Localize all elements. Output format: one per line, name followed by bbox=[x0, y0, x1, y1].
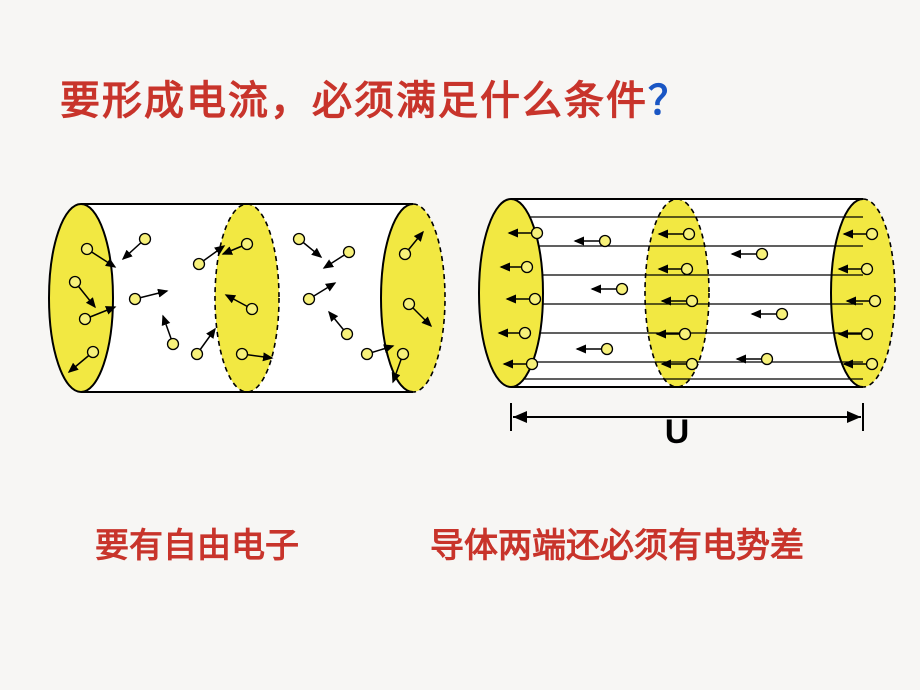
caption-free-electrons: 要有自由电子 bbox=[95, 518, 299, 567]
directed-current-cylinder: U+- bbox=[477, 195, 897, 455]
title-text: 要形成电流，必须满足什么条件 bbox=[60, 78, 648, 123]
positive-terminal-label: + bbox=[507, 195, 525, 198]
caption-potential-difference: 导体两端还必须有电势差 bbox=[430, 518, 804, 567]
voltage-label: U bbox=[665, 413, 690, 451]
random-motion-cylinder bbox=[47, 200, 447, 395]
slide-title: 要形成电流，必须满足什么条件？ bbox=[60, 68, 690, 126]
title-question-mark: ？ bbox=[648, 78, 690, 123]
